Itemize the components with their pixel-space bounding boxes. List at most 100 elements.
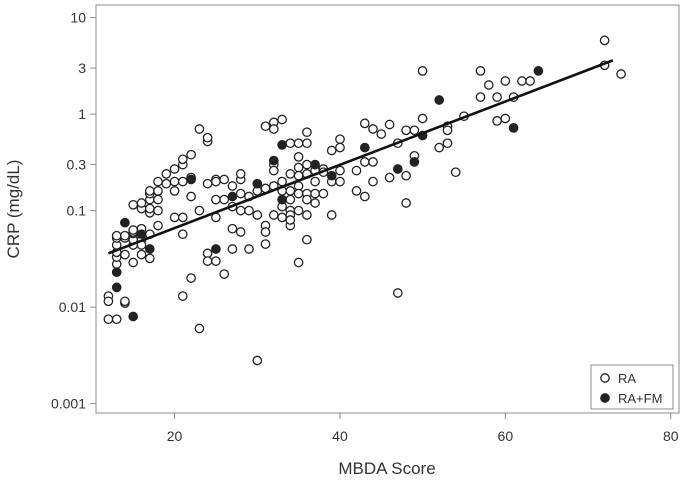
legend-marker-ra-fm: [600, 393, 610, 403]
ra-fm-point: [533, 66, 544, 76]
ra-point: [409, 125, 420, 136]
ra-fm-point: [136, 229, 147, 240]
ra-fm-point: [277, 194, 287, 205]
ra-point: [450, 167, 461, 178]
ra-fm-point: [211, 244, 221, 254]
ra-point: [128, 225, 139, 235]
ra-point: [186, 191, 196, 202]
ra-point: [235, 169, 246, 179]
x-tick-label: 60: [498, 428, 514, 444]
ra-point: [268, 165, 279, 176]
ra-point: [310, 198, 320, 208]
ra-point: [417, 66, 428, 76]
ra-fm-point: [111, 282, 122, 293]
ra-point: [302, 210, 312, 220]
ra-point: [227, 223, 238, 234]
ra-point: [384, 119, 395, 130]
ra-fm-point: [227, 191, 238, 202]
ra-point: [136, 249, 147, 260]
ra-point: [326, 145, 337, 156]
ra-point: [177, 154, 188, 165]
ra-fm-point: [326, 170, 337, 181]
ra-point: [177, 176, 188, 187]
ra-point: [492, 116, 502, 126]
ra-point: [169, 164, 180, 174]
ra-point: [268, 210, 279, 220]
ra-point: [202, 178, 213, 189]
legend-box: [590, 364, 674, 410]
ra-point: [351, 186, 362, 196]
ra-point: [177, 212, 188, 223]
ra-point: [335, 134, 345, 145]
ra-point: [616, 69, 626, 79]
y-tick-label: 0.3: [67, 157, 87, 173]
ra-point: [310, 176, 320, 187]
ra-point: [219, 194, 230, 205]
ra-point: [326, 210, 337, 220]
ra-point: [285, 138, 296, 149]
ra-point: [442, 138, 453, 149]
ra-point: [219, 269, 230, 279]
ra-point: [161, 178, 172, 189]
ra-point: [302, 234, 312, 245]
ra-point: [475, 66, 486, 76]
ra-point: [277, 114, 287, 125]
ra-point: [285, 169, 296, 179]
ra-point: [525, 76, 535, 86]
ra-point: [293, 257, 304, 268]
ra-point: [384, 172, 395, 183]
ra-point: [111, 230, 122, 241]
ra-point: [153, 186, 163, 196]
ra-point: [302, 138, 312, 149]
ra-point: [153, 205, 163, 216]
ra-point: [475, 92, 486, 102]
x-tick-label: 40: [332, 428, 348, 444]
y-tick-label: 3: [78, 60, 86, 76]
ra-fm-point: [409, 157, 420, 167]
ra-fm-point: [111, 267, 122, 278]
ra-point: [302, 194, 312, 205]
ra-fm-point: [434, 95, 445, 105]
ra-point: [144, 253, 155, 264]
ra-point: [235, 227, 246, 237]
ra-point: [268, 124, 279, 134]
ra-point: [359, 191, 370, 202]
ra-point: [335, 142, 345, 153]
ra-point: [434, 142, 445, 153]
ra-fm-point: [277, 140, 287, 150]
ra-point: [244, 205, 254, 216]
ra-point: [186, 149, 196, 160]
ra-point: [376, 129, 387, 139]
ra-point: [144, 203, 155, 214]
ra-point: [128, 199, 139, 210]
y-axis: 10 3 1 0.3 0.1 0.01 0.001: [51, 10, 96, 412]
ra-point: [120, 230, 130, 241]
ra-point: [368, 157, 378, 167]
ra-fm-point: [186, 174, 196, 185]
y-tick-label: 0.001: [51, 396, 86, 412]
ra-point: [194, 124, 205, 134]
ra-fm-point: [392, 164, 403, 174]
y-tick-label: 10: [70, 10, 86, 26]
ra-point: [244, 244, 254, 254]
ra-point: [599, 35, 610, 46]
plot-frame: [95, 4, 680, 414]
ra-point: [186, 273, 196, 283]
ra-point: [136, 198, 147, 208]
ra-point: [211, 256, 221, 266]
ra-point: [293, 138, 304, 149]
trendline-group: [107, 59, 614, 255]
ra-point: [401, 125, 411, 136]
ra-point: [351, 165, 362, 176]
ra-fm-point: [120, 217, 130, 228]
ra-point: [144, 186, 155, 196]
ra-point: [169, 186, 180, 196]
ra-fm-point: [128, 311, 139, 322]
ra-point: [302, 127, 312, 138]
legend-label-ra: RA: [618, 371, 636, 386]
ra-point: [492, 92, 502, 102]
ra-point: [359, 118, 370, 129]
ra-point: [392, 288, 403, 298]
ra-point: [227, 244, 238, 254]
